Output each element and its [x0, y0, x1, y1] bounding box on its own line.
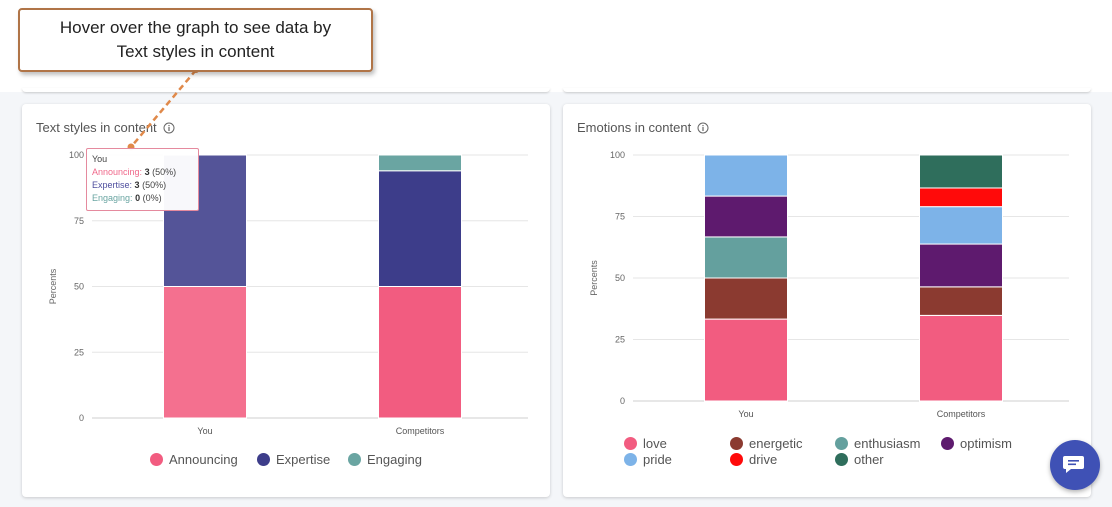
y-tick-label: 25	[74, 347, 84, 357]
legend-label: Engaging	[367, 452, 422, 467]
tooltip-row-label: Announcing:	[92, 167, 143, 177]
legend-item-enthusiasm[interactable]: enthusiasm	[835, 436, 920, 451]
legend-swatch	[730, 437, 743, 450]
y-tick-label: 25	[615, 335, 625, 345]
top-right-card-edge	[563, 88, 1091, 92]
y-tick-label: 100	[69, 150, 84, 160]
y-tick-label: 0	[79, 413, 84, 423]
bar-segment-love	[704, 318, 788, 402]
legend-swatch	[348, 453, 361, 466]
tooltip-header: You	[92, 154, 108, 164]
legend-label: Announcing	[169, 452, 238, 467]
legend-label: optimism	[960, 436, 1013, 451]
legend-label: Expertise	[276, 452, 331, 467]
y-tick-label: 75	[74, 216, 84, 226]
emotions-card: Emotions in content 0 25 50 75 100 Percents Yo…	[563, 104, 1091, 497]
y-axis-label: Percents	[48, 268, 58, 304]
callout-line-2: Text styles in content	[116, 42, 275, 61]
bar-segment-optimism	[704, 195, 788, 238]
legend-label: love	[643, 436, 667, 451]
y-tick-label: 100	[610, 150, 625, 160]
tooltip-row: Expertise: 3 (50%)	[92, 179, 193, 192]
bar-segment-announcing	[163, 286, 247, 419]
hover-hint-callout: Hover over the graph to see data by Text…	[18, 8, 373, 72]
bar-segment-announcing	[378, 286, 462, 419]
emotions-card-title: Emotions in content	[577, 120, 709, 135]
tooltip-row-label: Engaging:	[92, 193, 133, 203]
top-left-card-edge	[22, 88, 550, 92]
chart-tooltip: You Announcing: 3 (50%) Expertise: 3 (50…	[86, 148, 199, 211]
legend-swatch	[150, 453, 163, 466]
info-circle-icon[interactable]	[697, 122, 709, 134]
legend-item-expertise[interactable]: Expertise	[257, 452, 330, 467]
bar-segment-other	[919, 154, 1003, 189]
legend-swatch	[624, 437, 637, 450]
info-circle-icon[interactable]	[163, 122, 175, 134]
legend-item-optimism[interactable]: optimism	[941, 436, 1012, 451]
legend-swatch	[941, 437, 954, 450]
tooltip-row-pct: (50%)	[142, 180, 167, 190]
tooltip-row-value: 0	[135, 193, 141, 203]
y-axis-label: Percents	[589, 260, 599, 296]
bar-segment-engaging	[378, 154, 462, 172]
legend-item-energetic[interactable]: energetic	[730, 436, 802, 451]
legend-label: pride	[643, 452, 672, 467]
y-tick-label: 50	[74, 282, 84, 292]
x-tick-label: Competitors	[396, 426, 445, 436]
chat-button[interactable]	[1050, 440, 1100, 490]
tooltip-row-value: 3	[144, 167, 150, 177]
legend-label: energetic	[749, 436, 803, 451]
bar-segment-optimism	[919, 243, 1003, 288]
emotions-title-label: Emotions in content	[577, 120, 692, 135]
legend-item-drive[interactable]: drive	[730, 452, 777, 467]
emotions-chart[interactable]: 0 25 50 75 100 Percents You Competitors	[563, 104, 1091, 497]
bar-segment-love	[919, 314, 1003, 402]
y-tick-label: 75	[615, 212, 625, 222]
x-tick-label: You	[738, 409, 753, 419]
y-tick-label: 50	[615, 273, 625, 283]
legend-item-other[interactable]: other	[835, 452, 884, 467]
legend-item-love[interactable]: love	[624, 436, 667, 451]
text-styles-title-label: Text styles in content	[36, 120, 157, 135]
tooltip-row-pct: (50%)	[152, 167, 177, 177]
legend-swatch	[835, 453, 848, 466]
tooltip-row: Engaging: 0 (0%)	[92, 192, 193, 205]
bar-segment-pride	[704, 154, 788, 197]
bar-segment-expertise	[378, 170, 462, 287]
legend-label: other	[854, 452, 884, 467]
x-tick-label: You	[197, 426, 212, 436]
legend-swatch	[730, 453, 743, 466]
legend-swatch	[835, 437, 848, 450]
tooltip-row-label: Expertise:	[92, 180, 133, 190]
legend-item-pride[interactable]: pride	[624, 452, 672, 467]
tooltip-row-value: 3	[134, 180, 140, 190]
legend-swatch	[624, 453, 637, 466]
text-styles-card-title: Text styles in content	[36, 120, 175, 135]
tooltip-row-pct: (0%)	[142, 193, 162, 203]
legend-item-announcing[interactable]: Announcing	[150, 452, 238, 467]
x-tick-label: Competitors	[937, 409, 986, 419]
legend-item-engaging[interactable]: Engaging	[348, 452, 422, 467]
legend-swatch	[257, 453, 270, 466]
y-tick-label: 0	[620, 396, 625, 406]
legend-label: drive	[749, 452, 778, 467]
tooltip-row: Announcing: 3 (50%)	[92, 166, 193, 179]
bar-segment-pride	[919, 206, 1003, 245]
legend-label: enthusiasm	[854, 436, 921, 451]
chat-bubble-icon	[1063, 456, 1084, 473]
callout-line-1: Hover over the graph to see data by	[59, 18, 332, 37]
